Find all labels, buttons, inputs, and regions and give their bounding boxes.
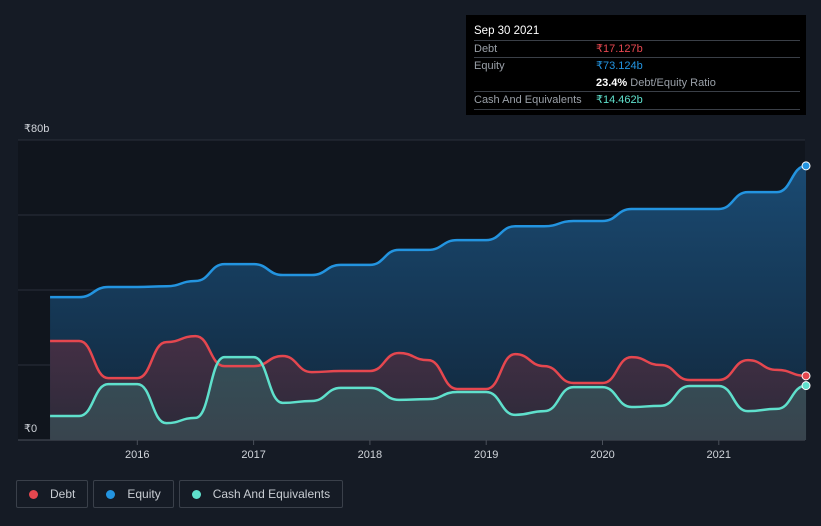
- legend-cash[interactable]: Cash And Equivalents: [178, 480, 344, 508]
- x-tick-label: 2021: [707, 449, 731, 461]
- line-debt: [50, 334, 807, 391]
- y-label-max: ₹80b: [24, 123, 49, 135]
- debt-dot-icon: [29, 489, 38, 499]
- x-tick-label: 2020: [590, 449, 614, 461]
- equity-dot-icon: [106, 489, 116, 499]
- equity-label: Equity: [474, 60, 505, 72]
- end-point-debt[interactable]: [801, 371, 811, 381]
- line-equity: [50, 164, 807, 299]
- tooltip-date: Sep 30 2021: [474, 25, 540, 37]
- legend-label: Equity: [127, 487, 161, 501]
- y-label-min: ₹0: [24, 423, 37, 435]
- end-point-cash[interactable]: [801, 381, 811, 391]
- cash-value: ₹14.462b: [596, 94, 643, 106]
- x-tick-label: 2018: [358, 449, 382, 461]
- area-cash: [50, 357, 807, 440]
- legend-label: Cash And Equivalents: [212, 487, 331, 501]
- x-tick-label: 2017: [241, 449, 265, 461]
- ratio-label: Debt/Equity Ratio: [630, 77, 716, 89]
- tooltip: Sep 30 2021 Debt ₹17.127b Equity ₹73.124b …: [466, 15, 806, 115]
- tooltip-cash-row: Cash And Equivalents ₹14.462b: [474, 91, 800, 110]
- legend: Debt Equity Cash And Equivalents: [16, 480, 344, 508]
- equity-value: ₹73.124b: [596, 60, 643, 72]
- end-point-equity[interactable]: [801, 161, 811, 171]
- debt-label: Debt: [474, 43, 498, 55]
- cash-dot-icon: [191, 489, 201, 499]
- legend-debt[interactable]: Debt: [16, 480, 89, 508]
- legend-equity[interactable]: Equity: [93, 480, 174, 508]
- legend-label: Debt: [50, 487, 76, 501]
- tooltip-equity-row: Equity ₹73.124b 23.4% Debt/Equity Ratio: [474, 57, 800, 92]
- cash-label: Cash And Equivalents: [474, 94, 582, 106]
- x-tick-label: 2016: [125, 449, 149, 461]
- tooltip-debt-row: Debt ₹17.127b: [474, 40, 800, 58]
- x-tick-label: 2019: [474, 449, 498, 461]
- debt-value: ₹17.127b: [596, 43, 643, 55]
- ratio-value: 23.4%: [596, 77, 628, 89]
- line-cash: [50, 355, 807, 425]
